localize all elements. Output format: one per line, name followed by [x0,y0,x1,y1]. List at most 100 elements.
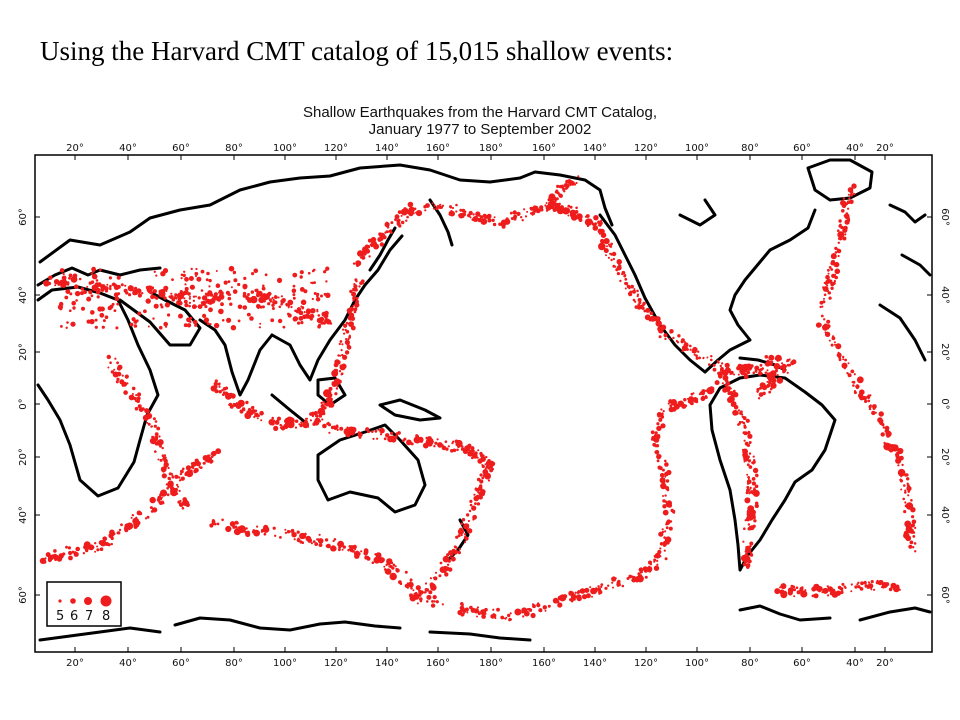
event-dot [449,551,453,554]
event-dot [159,444,162,448]
event-dot [188,276,194,281]
event-dot [738,422,741,425]
event-dot [160,305,164,309]
event-dot [385,221,388,224]
event-dot [780,583,787,590]
event-dot [825,279,830,284]
event-dot [678,403,682,407]
event-dot [531,213,534,216]
event-dot [136,510,142,516]
event-dot [577,590,580,593]
event-dot [856,386,859,390]
event-dot [913,542,917,545]
coast-greenland [806,158,874,202]
event-dot [909,540,914,545]
event-dot [238,525,246,533]
event-dot [71,550,75,554]
coast-africa [36,285,160,498]
event-dot [679,401,682,404]
event-dot [226,317,232,323]
event-dot [471,505,477,511]
event-dot [113,292,119,298]
event-dot [141,292,144,295]
event-dot [523,610,530,617]
lat-label-left-2: 20° [18,343,29,361]
event-dot [729,387,732,390]
event-dot [597,228,603,234]
event-dot [792,585,796,589]
event-dot [75,546,80,552]
event-dot [866,586,870,589]
event-dot [335,425,339,429]
event-dot [116,284,121,289]
event-dot [325,319,332,325]
event-dot [436,205,441,209]
event-dot [637,298,642,302]
event-dot [310,411,316,416]
event-dot [563,183,568,188]
event-dot [787,587,794,593]
event-dot [773,376,776,379]
event-dot [698,356,701,360]
event-dot [569,209,577,216]
event-dot [350,325,356,331]
event-dot [263,524,269,531]
event-dot [575,181,578,185]
event-dot [422,442,429,449]
event-dot [39,557,47,565]
event-dot [432,207,435,210]
event-dot [184,303,189,308]
event-dot [245,527,248,530]
event-dot [259,305,263,309]
event-dot [626,577,630,580]
event-dot [188,304,191,308]
coast-south-america [708,373,837,572]
event-dot [847,373,852,378]
event-dot [277,416,281,421]
event-dot [665,520,670,526]
event-dot [116,531,120,535]
event-dot [659,477,666,484]
event-dot [186,317,191,323]
event-dot [853,390,857,393]
event-dot [452,440,455,443]
event-dot [470,607,476,613]
lon-label-top-2: 60° [172,143,190,154]
event-dot [113,368,116,371]
event-dot [491,467,494,471]
event-dot [657,549,662,555]
event-dot [102,536,108,541]
event-dot [607,256,611,259]
event-dot [627,292,631,296]
event-dot [624,274,627,277]
event-dot [69,309,72,313]
event-dot [118,528,122,532]
event-dot [66,281,70,285]
event-dot [493,216,496,219]
event-dot [593,215,599,221]
event-dot [903,484,906,487]
event-dot [343,332,346,335]
event-dot [660,423,666,429]
legend-dot-6 [70,598,76,604]
event-dot [822,286,825,289]
event-dot [748,441,752,444]
event-dot [149,506,153,510]
event-dot [469,216,472,219]
event-dot [326,543,331,549]
event-dot [292,272,298,278]
event-dot [878,411,884,417]
event-dot [102,319,106,323]
event-dot [165,325,168,328]
event-dot [157,439,164,446]
event-dot [666,469,672,476]
event-dot [325,280,328,283]
event-dot [706,356,709,359]
event-dot [318,414,323,418]
event-dot [569,598,572,601]
event-dot [760,367,763,371]
event-dot [271,307,275,310]
event-dot [406,439,412,446]
event-dot [603,248,609,254]
event-dot [163,454,167,457]
